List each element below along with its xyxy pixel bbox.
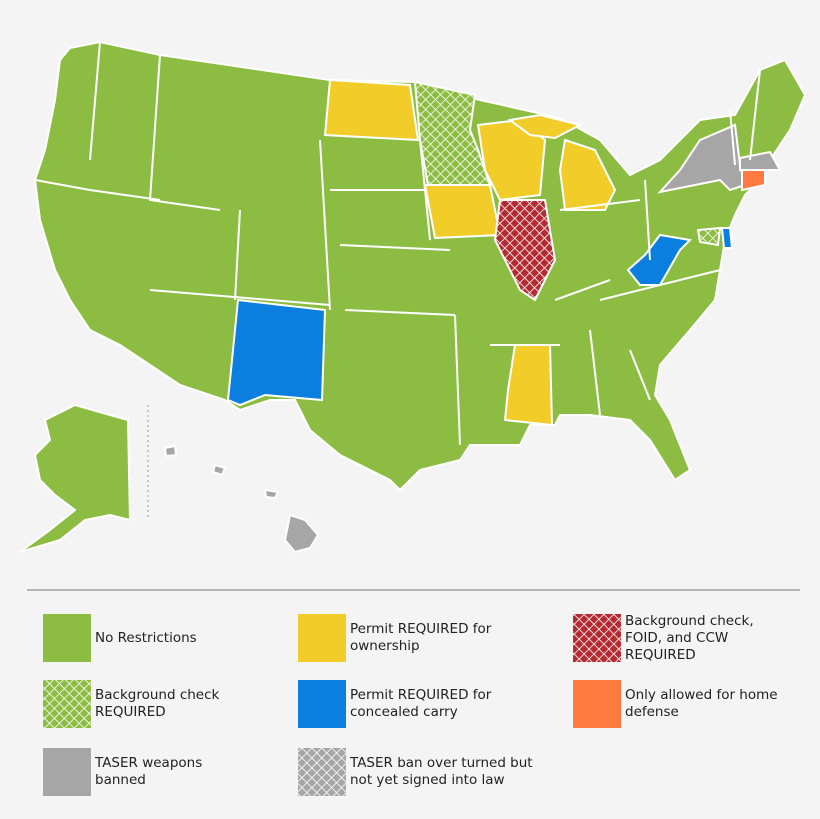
legend-label: Permit REQUIRED for ownership [350, 621, 492, 654]
state-border [148, 54, 221, 211]
state-shape [423, 184, 502, 240]
state-shape [33, 40, 807, 492]
legend-label: TASER weapons banned [95, 755, 203, 788]
state-border [589, 329, 601, 416]
state-shape [263, 488, 280, 500]
legend-swatch [298, 680, 346, 728]
state-border [34, 179, 161, 201]
state-shape [696, 226, 722, 247]
state-border [559, 199, 641, 211]
legend-label: Permit REQUIRED for concealed carry [350, 687, 492, 720]
legend-swatch [298, 748, 346, 796]
state-border [319, 139, 331, 311]
state-shape [163, 444, 178, 458]
state-border [599, 269, 721, 301]
state-border [454, 314, 461, 446]
state-shape [19, 403, 132, 553]
state-border [554, 279, 611, 301]
state-border [629, 349, 651, 401]
state-border [89, 41, 101, 161]
state-border [749, 69, 761, 161]
legend-label: TASER ban over turned but not yet signed… [350, 755, 533, 788]
legend-swatch [43, 748, 91, 796]
state-shape [741, 169, 766, 192]
state-shape [211, 463, 227, 477]
legend-swatch [573, 680, 621, 728]
state-border [149, 289, 331, 306]
legend-label: Background check REQUIRED [95, 687, 220, 720]
state-shape [558, 138, 617, 211]
state-border [234, 209, 241, 301]
legend-swatch [298, 614, 346, 662]
legend-label: Only allowed for home defense [625, 687, 778, 720]
legend-label: No Restrictions [95, 629, 197, 646]
state-border [644, 179, 651, 261]
state-shape [507, 113, 583, 140]
state-shape [226, 298, 327, 407]
state-border [339, 244, 451, 251]
legend-label: Background check, FOID, and CCW REQUIRED [625, 612, 754, 663]
state-border [344, 309, 456, 316]
state-shape [626, 233, 693, 286]
state-shape [283, 513, 320, 554]
legend-swatch [573, 614, 621, 662]
state-shape [720, 227, 734, 249]
state-shape [657, 123, 747, 194]
legend-swatch [43, 680, 91, 728]
state-border [729, 109, 736, 166]
state-shape [323, 78, 420, 142]
state-shape [493, 199, 557, 302]
legend-swatch [43, 614, 91, 662]
